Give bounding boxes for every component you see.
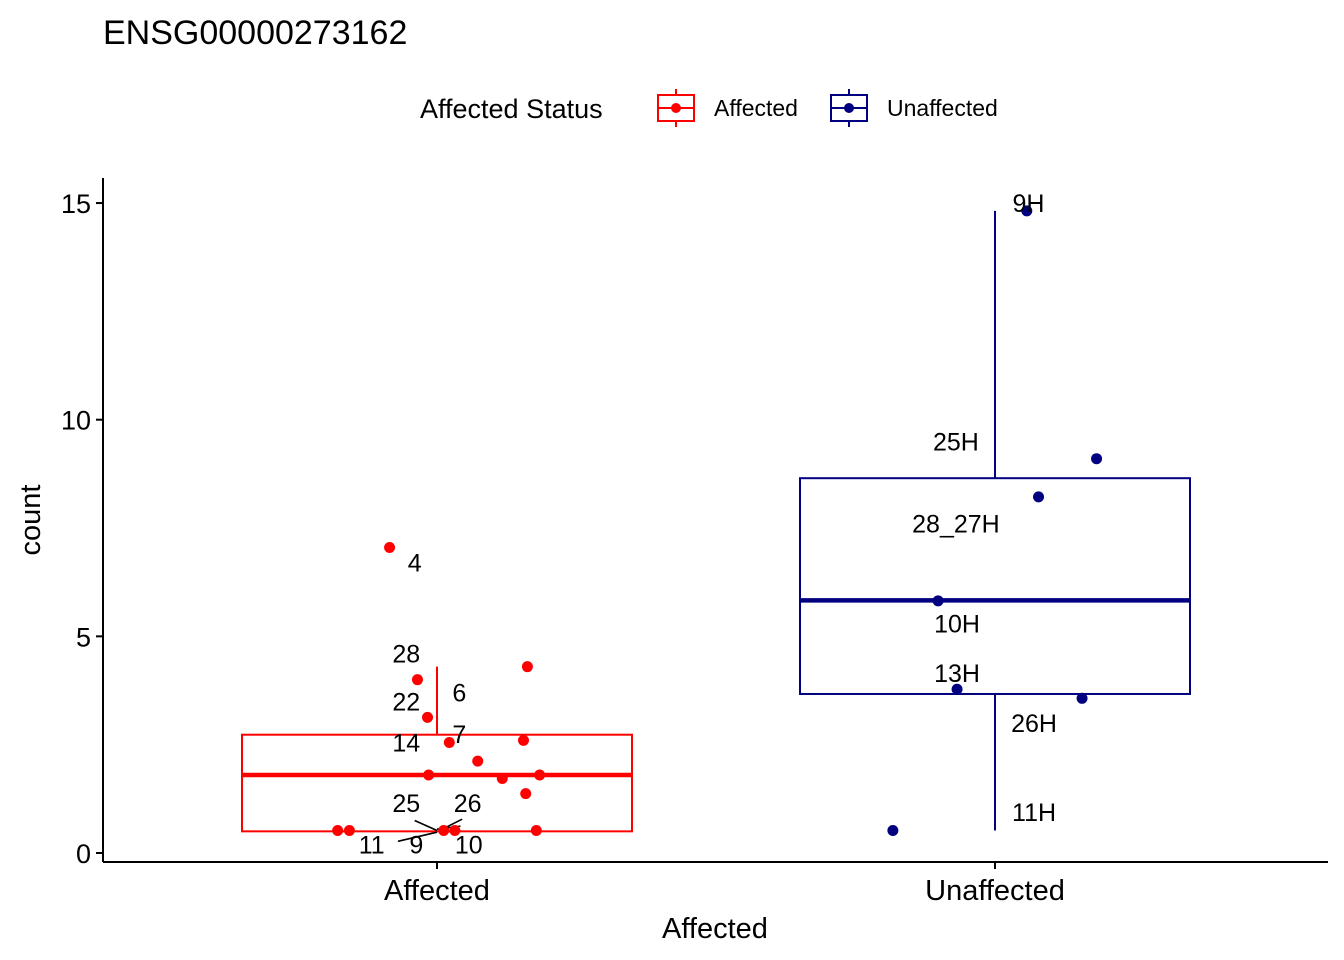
data-point — [517, 734, 529, 746]
label-connector — [414, 819, 438, 832]
box-unaffected — [799, 477, 1191, 695]
data-point — [422, 711, 434, 723]
point-label: 10 — [455, 831, 483, 859]
plot-area: 4 28 6 22 7 14 25 26 11 9 10 9H 25H 28_27H 10H 13H 26H 11… — [241, 190, 1191, 859]
point-label: 25H — [933, 428, 979, 456]
x-tick-label: Unaffected — [925, 875, 1065, 907]
chart-title: ENSG00000273162 — [103, 14, 407, 52]
point-label: 26 — [454, 790, 482, 818]
point-label: 4 — [408, 550, 422, 578]
point-label: 11H — [1012, 799, 1056, 827]
y-tick-label: 10 — [61, 406, 91, 436]
data-point — [521, 661, 533, 673]
label-connector — [397, 831, 438, 843]
series-unaffected: 9H 25H 28_27H 10H 13H 26H 11H — [799, 190, 1191, 836]
legend: Affected Status Affected Unaffected — [420, 89, 998, 127]
point-label: 9 — [409, 831, 423, 859]
legend-title: Affected Status — [420, 94, 603, 124]
y-tick-label: 0 — [76, 839, 91, 869]
data-point — [443, 737, 455, 749]
data-point — [472, 755, 484, 767]
point-label: 11 — [359, 831, 385, 859]
x-axis-label: Affected — [662, 913, 768, 945]
y-axis-label: count — [15, 485, 47, 556]
point-label: 28 — [392, 641, 420, 669]
point-label: 13H — [934, 660, 980, 688]
data-point — [332, 824, 344, 836]
x-axis-ticks: Affected Unaffected — [384, 862, 1065, 907]
data-point — [1076, 692, 1088, 704]
data-point — [384, 542, 396, 554]
data-point — [951, 683, 963, 695]
point-label: 10H — [934, 610, 980, 638]
data-point — [520, 788, 532, 800]
data-point — [449, 824, 461, 836]
data-point — [343, 824, 355, 836]
data-point — [1033, 491, 1045, 503]
legend-key-unaffected-dot — [844, 103, 854, 113]
data-point — [411, 674, 423, 686]
point-label: 7 — [452, 721, 466, 749]
data-point — [1021, 205, 1033, 217]
legend-key-affected-dot — [671, 103, 681, 113]
box-affected — [241, 733, 633, 833]
y-tick-label: 15 — [61, 189, 91, 219]
legend-label-unaffected: Unaffected — [887, 95, 998, 121]
point-label: 6 — [452, 680, 466, 708]
point-label: 26H — [1011, 710, 1057, 738]
x-tick-label: Affected — [384, 875, 490, 907]
point-label: 25 — [392, 790, 420, 818]
data-point — [932, 595, 944, 607]
data-point — [534, 769, 546, 781]
data-point — [423, 769, 435, 781]
point-label: 22 — [392, 688, 420, 716]
data-point — [1091, 453, 1103, 465]
point-label: 14 — [392, 730, 420, 758]
point-label: 28_27H — [912, 511, 1000, 539]
data-point — [438, 824, 450, 836]
y-tick-label: 5 — [76, 622, 91, 652]
series-affected: 4 28 6 22 7 14 25 26 11 9 10 — [241, 542, 633, 859]
point-label: 9H — [1012, 190, 1044, 218]
data-point — [496, 772, 508, 784]
y-axis-ticks: 0 5 10 15 — [61, 189, 103, 869]
legend-entry-affected: Affected — [657, 89, 798, 127]
legend-entry-unaffected: Unaffected — [830, 89, 998, 127]
data-point — [530, 824, 542, 836]
data-point — [887, 824, 899, 836]
legend-label-affected: Affected — [714, 95, 798, 121]
